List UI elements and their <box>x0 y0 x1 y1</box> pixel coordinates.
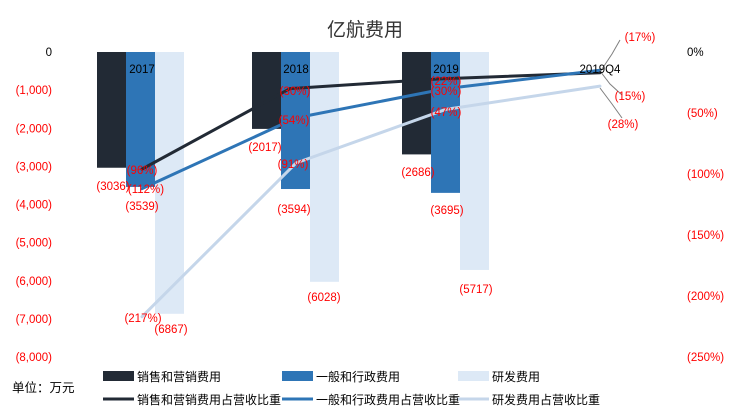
left-axis-tick-1: (1,000) <box>16 85 53 97</box>
line-label-series-2-cat-0: (217%) <box>124 313 161 325</box>
bar-label-series-0-cat-0: (3036) <box>96 181 129 193</box>
left-axis-tick-5: (5,000) <box>16 238 53 250</box>
bar-series-1-cat-1 <box>281 52 310 190</box>
bar-series-2-cat-0 <box>155 52 184 314</box>
left-axis-tick-6: (6,000) <box>16 276 53 288</box>
right-axis-tick-3: (150%) <box>687 230 724 242</box>
bar-series-0-cat-1 <box>252 52 281 129</box>
bar-series-2-cat-2 <box>460 52 489 270</box>
legend-swatch-bar-1 <box>282 371 313 381</box>
bar-label-series-2-cat-2: (5717) <box>459 284 492 296</box>
left-axis-tick-8: (8,000) <box>16 352 53 364</box>
line-series-1 <box>140 68 602 191</box>
legend-swatch-bar-0 <box>103 371 134 381</box>
legend-label-bar-0: 销售和营销费用 <box>137 369 221 384</box>
legend-label-line-0: 销售和营销费用占营收比重 <box>137 392 281 407</box>
line-label-series-0-cat-1: (30%) <box>280 86 311 98</box>
line-label-series-0-cat-2: (22%) <box>431 76 462 88</box>
line-label-series-0-cat-3: (17%) <box>625 32 656 44</box>
left-axis-tick-3: (3,000) <box>16 161 53 173</box>
line-label-series-0-cat-0: (96%) <box>127 165 158 177</box>
callout-leader-0 <box>599 39 621 73</box>
line-label-series-2-cat-1: (91%) <box>278 159 309 171</box>
category-label-0: 2017 <box>129 64 155 76</box>
bar-label-series-2-cat-0: (6867) <box>154 324 187 336</box>
line-label-series-1-cat-2: (30%) <box>431 86 462 98</box>
right-axis-tick-2: (100%) <box>687 169 724 181</box>
bar-series-0-cat-0 <box>97 52 126 168</box>
bar-label-series-1-cat-2: (3695) <box>430 205 463 217</box>
bar-label-series-1-cat-0: (3539) <box>125 201 158 213</box>
right-axis-tick-0: 0% <box>687 47 704 59</box>
chart-title: 亿航费用 <box>327 19 403 41</box>
left-axis-tick-7: (7,000) <box>16 314 53 326</box>
category-label-3: 2019Q4 <box>580 64 622 76</box>
legend-label-bar-1: 一般和行政费用 <box>316 369 400 384</box>
bar-label-series-1-cat-1: (3594) <box>277 204 310 216</box>
category-label-1: 2018 <box>283 64 309 76</box>
callout-leader-1 <box>599 70 623 96</box>
callout-leader-2 <box>599 87 623 119</box>
left-axis-tick-4: (4,000) <box>16 200 53 212</box>
legend-label-bar-2: 研发费用 <box>492 369 540 384</box>
legend-label-line-1: 一般和行政费用占营收比重 <box>316 392 460 407</box>
bar-label-series-2-cat-1: (6028) <box>307 292 340 304</box>
line-label-series-2-cat-3: (28%) <box>608 119 639 131</box>
bar-series-2-cat-1 <box>310 52 339 282</box>
line-series-0 <box>140 71 602 171</box>
bar-label-series-0-cat-2: (2686) <box>401 167 434 179</box>
legend-label-line-2: 研发费用占营收比重 <box>492 392 600 407</box>
bar-label-series-0-cat-1: (2017) <box>248 142 281 154</box>
line-label-series-1-cat-0: (112%) <box>128 184 164 196</box>
bar-series-0-cat-2 <box>402 52 431 155</box>
right-axis-tick-5: (250%) <box>687 352 724 364</box>
line-label-series-1-cat-1: (54%) <box>279 115 310 127</box>
line-label-series-1-cat-3: (15%) <box>615 91 646 103</box>
unit-label: 单位：万元 <box>12 380 75 395</box>
bar-series-1-cat-2 <box>431 52 460 193</box>
left-axis-tick-0: 0 <box>46 47 52 59</box>
legend-swatch-bar-2 <box>458 371 489 381</box>
line-label-series-2-cat-2: (47%) <box>431 107 462 119</box>
right-axis-tick-1: (50%) <box>687 108 718 120</box>
line-series-2 <box>140 84 602 319</box>
right-axis-tick-4: (200%) <box>687 291 724 303</box>
left-axis-tick-2: (2,000) <box>16 123 53 135</box>
category-label-2: 2019 <box>433 64 459 76</box>
